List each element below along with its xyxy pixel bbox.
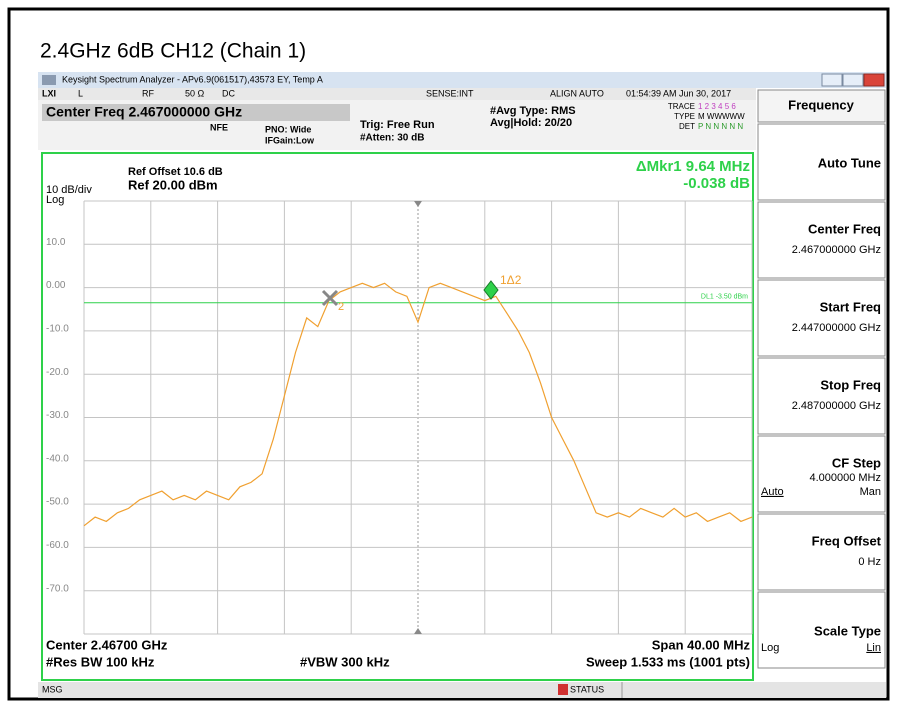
marker-readout: ΔMkr1 9.64 MHz: [636, 158, 750, 175]
close-button[interactable]: [863, 73, 885, 87]
y-tick-label: -20.0: [46, 367, 69, 378]
title-bar: [38, 72, 886, 88]
menu-button-value: 2.467000000 GHz: [792, 244, 881, 256]
trace: [83, 282, 753, 527]
menu-header: [757, 89, 886, 123]
menu-button-label: Stop Freq: [820, 377, 881, 392]
avg-type: #Avg Type: RMS: [490, 105, 576, 117]
status-item: L: [78, 88, 83, 98]
sense: SENSE:INT: [426, 88, 474, 98]
span-label: Span 40.00 MHz: [652, 637, 751, 652]
menu-button[interactable]: [757, 279, 886, 357]
ref-offset: Ref Offset 10.6 dB: [128, 166, 223, 178]
menu-option-left: Auto: [761, 486, 784, 498]
plot-area: 10.0 0.00 -10.0 -20.0 -30.0 -40.0 -50.0 -60.0 -7…: [46, 200, 753, 635]
datetime: 01:54:39 AM Jun 30, 2017: [626, 88, 731, 98]
menu-button-value: 2.447000000 GHz: [792, 322, 881, 334]
menu-button[interactable]: [757, 357, 886, 435]
msg: MSG: [42, 684, 63, 694]
menu-button-label: Start Freq: [820, 299, 881, 314]
menu-button-label: Auto Tune: [818, 155, 881, 170]
nfe: NFE: [210, 122, 228, 132]
menu-button-value: 0 Hz: [858, 556, 881, 568]
log: Log: [46, 194, 64, 206]
marker-2-label: 2: [338, 301, 344, 313]
vbw-label: #VBW 300 kHz: [300, 654, 390, 669]
app-icon: [42, 75, 56, 85]
message-bar: [38, 682, 886, 698]
marker-value: -0.038 dB: [683, 175, 750, 192]
menu-button-value: 2.487000000 GHz: [792, 400, 881, 412]
menu-button[interactable]: [757, 201, 886, 279]
ifgain: IFGain:Low: [265, 135, 315, 145]
center-label: Center 2.46700 GHz: [46, 637, 168, 652]
y-tick-label: -10.0: [46, 324, 69, 335]
center-freq-box: [42, 104, 350, 121]
y-tick-label: -30.0: [46, 410, 69, 421]
menu-button-label: CF Step: [832, 455, 881, 470]
trace-label: TRACE: [668, 102, 695, 111]
status-item: RF: [142, 88, 154, 98]
graph-frame: [41, 152, 754, 681]
det-value: P N N N N N: [698, 122, 743, 131]
menu-option-right: Man: [860, 486, 881, 498]
menu-option-left: Log: [761, 642, 779, 654]
page-title: 2.4GHz 6dB CH12 (Chain 1): [40, 40, 306, 63]
menu-button[interactable]: [757, 123, 886, 201]
marker-1-label: 1Δ2: [500, 273, 522, 287]
status: STATUS: [570, 684, 604, 694]
align: ALIGN AUTO: [550, 88, 604, 98]
y-tick-label: -70.0: [46, 583, 69, 594]
menu-button[interactable]: [757, 513, 886, 591]
menu-option-right: Lin: [866, 642, 881, 654]
menu-button-label: Scale Type: [814, 623, 881, 638]
status-icon: [558, 684, 568, 695]
status-row: [38, 88, 756, 100]
y-tick-label: 10.0: [46, 237, 66, 248]
minimize-button[interactable]: [821, 73, 843, 87]
menu-button-label: Freq Offset: [812, 533, 882, 548]
center-marker-top: [414, 201, 422, 207]
scale: 10 dB/div: [46, 184, 92, 196]
menu-button-value: 4.000000 MHz: [809, 472, 881, 484]
menu-button[interactable]: [757, 591, 886, 669]
pno: PNO: Wide: [265, 124, 311, 134]
ref-level: Ref 20.00 dBm: [128, 177, 218, 192]
menu-buttons: Auto Tune Center Freq 2.467000000 GHz Start…: [757, 123, 886, 669]
y-tick-label: -40.0: [46, 453, 69, 464]
center-marker-bottom: [414, 628, 422, 634]
avg-hold: Avg|Hold: 20/20: [490, 117, 572, 129]
y-tick-label: -50.0: [46, 497, 69, 508]
lxi-label: LXI: [42, 88, 56, 98]
window-title: Keysight Spectrum Analyzer - APv6.9(0615…: [62, 74, 323, 84]
det-label: DET: [679, 122, 695, 131]
rbw-label: #Res BW 100 kHz: [46, 654, 155, 669]
atten: #Atten: 30 dB: [360, 133, 424, 144]
center-freq: Center Freq 2.467000000 GHz: [46, 104, 242, 120]
menu-button[interactable]: [757, 435, 886, 513]
maximize-button[interactable]: [842, 73, 864, 87]
menu-title: Frequency: [788, 97, 855, 112]
menu-button-label: Center Freq: [808, 221, 881, 236]
trig: Trig: Free Run: [360, 119, 435, 131]
marker-1: [483, 280, 499, 300]
type-label: TYPE: [674, 112, 695, 121]
marker-2: [321, 289, 339, 307]
display-line-label: DL1 -3.50 dBm: [701, 294, 748, 301]
type-value: M WWWWW: [698, 112, 745, 121]
trace-value: 1 2 3 4 5 6: [698, 102, 736, 111]
status-item: DC: [222, 88, 235, 98]
y-tick-label: -60.0: [46, 540, 69, 551]
y-tick-label: 0.00: [46, 280, 66, 291]
sweep-label: Sweep 1.533 ms (1001 pts): [586, 654, 750, 669]
status-item: 50 Ω: [185, 88, 205, 98]
